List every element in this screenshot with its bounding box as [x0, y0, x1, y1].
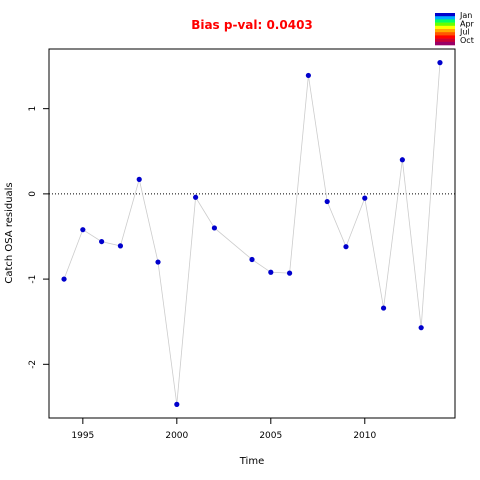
x-tick-label: 2000: [165, 431, 188, 441]
legend-label: Jan: [459, 11, 472, 20]
data-point: [99, 238, 105, 245]
legend-swatch: [435, 29, 455, 33]
series-connector: [63, 62, 441, 405]
data-points: [61, 60, 443, 407]
data-point: [80, 227, 86, 233]
legend-swatch: [435, 22, 455, 27]
data-point: [437, 60, 443, 66]
legend-swatch: [435, 41, 455, 46]
legend-swatch: [435, 19, 455, 23]
legend-label: Jul: [459, 28, 470, 37]
series-line: [63, 62, 441, 405]
x-tick-label: 1995: [71, 431, 94, 441]
legend-swatch: [435, 32, 455, 36]
y-tick-label: 1: [28, 106, 38, 112]
y-tick-label: -1: [28, 275, 38, 284]
x-axis-label: Time: [239, 456, 264, 467]
plot-frame: [48, 48, 456, 419]
x-tick-label: 2010: [353, 431, 376, 441]
data-point: [286, 270, 293, 276]
data-point: [155, 259, 161, 265]
legend-swatch: [435, 25, 455, 30]
data-point: [211, 225, 218, 231]
y-axis: -2 -1 0 1: [28, 106, 50, 369]
y-tick-label: 0: [28, 191, 38, 197]
data-point: [268, 269, 274, 275]
legend-swatch: [435, 38, 455, 43]
data-point: [136, 176, 142, 182]
chart-title: Bias p-val: 0.0403: [191, 18, 313, 32]
legend-swatch: [435, 35, 455, 39]
data-point: [249, 256, 255, 263]
data-point: [193, 194, 199, 200]
data-point: [418, 325, 424, 331]
x-axis: 1995 2000 2005 2010: [71, 417, 377, 441]
data-point: [61, 276, 67, 282]
data-point: [305, 72, 311, 79]
data-point: [399, 157, 405, 163]
y-tick-label: -2: [28, 360, 38, 369]
y-axis-label: Catch OSA residuals: [4, 182, 15, 283]
legend-label: Apr: [460, 19, 475, 28]
x-tick-label: 2005: [259, 431, 282, 441]
data-point: [380, 305, 387, 311]
data-point: [324, 198, 330, 205]
legend-label: Oct: [460, 36, 474, 45]
legend-swatch: [435, 13, 455, 17]
data-point: [343, 244, 349, 250]
data-point: [362, 195, 368, 201]
legend-swatch: [435, 16, 455, 20]
data-point: [174, 401, 180, 407]
data-point: [117, 243, 124, 249]
